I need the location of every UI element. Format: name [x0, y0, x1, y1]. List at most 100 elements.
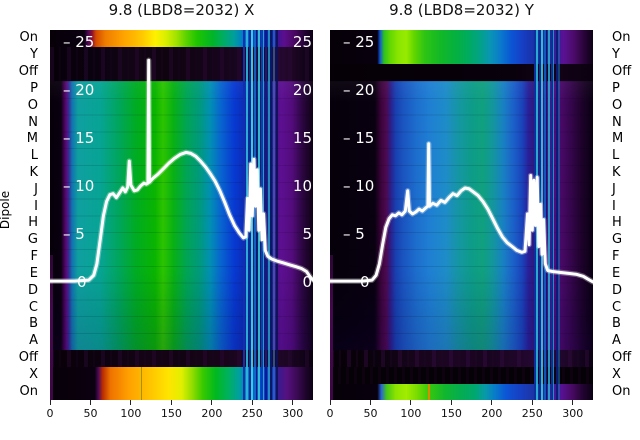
x-tick-mark-300 — [292, 400, 294, 405]
heatmap-left-edge-column — [50, 255, 53, 400]
dropout-stripe-10 — [558, 30, 560, 400]
dropout-stripe-11 — [270, 30, 272, 400]
x-tick-label-250: 250 — [241, 407, 263, 420]
x-tick-label-300: 300 — [282, 407, 304, 420]
value-tick-right-5: 5 — [302, 225, 312, 243]
row-label-right-e-14: E — [612, 265, 621, 281]
x-tick-label-150: 150 — [160, 407, 182, 420]
dropout-stripe-13 — [276, 30, 278, 400]
x-tick-label-50: 50 — [83, 407, 98, 420]
dropout-stripe-6 — [548, 30, 550, 400]
value-tick-left-25: – 25 — [343, 33, 375, 51]
row-label-right-on-21: On — [612, 383, 631, 399]
x-tick-mark-300 — [572, 400, 574, 405]
row-label-left-x-20: X — [29, 366, 38, 382]
heatmap-band-off-dark-top — [330, 63, 593, 81]
row-label-right-y-1: Y — [612, 47, 620, 63]
row-label-left-l-7: L — [30, 148, 38, 164]
row-label-right-n-5: N — [612, 114, 622, 130]
row-label-left-on-21: On — [19, 383, 38, 399]
row-label-left-p-3: P — [30, 80, 38, 96]
row-label-left-f-13: F — [30, 249, 38, 265]
x-tick-mark-100 — [410, 400, 412, 405]
row-label-right-a-18: A — [612, 333, 621, 349]
dropout-stripe-9 — [265, 30, 267, 400]
trace-overlay — [50, 57, 313, 284]
dropout-stripe-5 — [546, 30, 547, 400]
row-label-left-h-11: H — [28, 215, 38, 231]
value-tick-left-5: – 5 — [63, 225, 85, 243]
dropout-stripe-7 — [551, 30, 553, 400]
trace-fuzz — [330, 141, 593, 285]
x-tick-label-100: 100 — [400, 407, 422, 420]
panel-title-y: 9.8 (LBD8=2032) Y — [389, 1, 534, 19]
row-label-right-i-10: I — [612, 198, 616, 214]
heatmap-band-off-dark — [330, 349, 593, 367]
value-tick-right-0: 0 — [302, 273, 312, 291]
x-tick-mark-0 — [329, 400, 331, 405]
x-tick-label-100: 100 — [120, 407, 142, 420]
value-tick-left-10: – 10 — [343, 177, 375, 195]
row-label-right-o-4: O — [612, 97, 623, 113]
dropout-stripe-10 — [268, 30, 270, 400]
row-label-left-g-12: G — [27, 232, 38, 248]
panel-title-x: 9.8 (LBD8=2032) X — [108, 1, 255, 19]
dropout-stripe-12 — [273, 30, 275, 400]
x-tick-label-50: 50 — [363, 407, 378, 420]
value-tick-right-20: 20 — [292, 81, 312, 99]
trace-line — [330, 142, 593, 284]
row-label-left-n-5: N — [28, 114, 38, 130]
row-label-right-g-12: G — [612, 232, 623, 248]
row-label-left-j-9: J — [34, 181, 38, 197]
row-label-right-x-20: X — [612, 366, 621, 382]
x-tick-mark-200 — [211, 400, 213, 405]
value-tick-left-15: – 15 — [63, 129, 95, 147]
row-label-right-k-8: K — [612, 164, 621, 180]
dropout-stripe-4 — [254, 30, 256, 400]
row-label-right-j-9: J — [612, 181, 616, 197]
x-tick-label-0: 0 — [326, 407, 334, 420]
row-label-right-off-19: Off — [612, 349, 632, 365]
value-tick-left-25: – 25 — [63, 33, 95, 51]
row-label-right-off-2: Off — [612, 64, 632, 80]
row-label-left-off-19: Off — [18, 349, 38, 365]
x-tick-mark-100 — [130, 400, 132, 405]
trace-fuzz — [50, 57, 313, 284]
dropout-stripe-5 — [256, 30, 257, 400]
x-tick-mark-250 — [251, 400, 253, 405]
row-label-right-m-6: M — [612, 131, 624, 147]
x-tick-label-200: 200 — [481, 407, 503, 420]
x-tick-mark-250 — [531, 400, 533, 405]
x-tick-mark-0 — [49, 400, 51, 405]
row-label-right-p-3: P — [612, 80, 620, 96]
value-tick-left-15: – 15 — [343, 129, 375, 147]
dropout-stripe-0 — [243, 30, 245, 400]
x-tick-mark-50 — [369, 400, 371, 405]
row-label-left-c-16: C — [28, 299, 38, 315]
row-label-right-b-17: B — [612, 316, 621, 332]
x-tick-mark-200 — [491, 400, 493, 405]
x-tick-label-300: 300 — [562, 407, 584, 420]
heatmap-left-edge-column — [330, 255, 333, 400]
heatmap-band-on-bottom — [330, 383, 593, 400]
x-tick-mark-50 — [89, 400, 91, 405]
heatmap-accent-line — [428, 383, 430, 400]
x-tick-label-250: 250 — [521, 407, 543, 420]
value-tick-right-25: 25 — [292, 33, 312, 51]
row-label-left-m-6: M — [26, 131, 38, 147]
dropout-stripe-9 — [556, 30, 558, 400]
row-label-right-l-7: L — [612, 148, 620, 164]
value-tick-right-15: 15 — [292, 129, 312, 147]
value-tick-left-20: – 20 — [63, 81, 95, 99]
row-label-left-on-0: On — [19, 30, 38, 46]
heatmap-band-x-dark — [330, 366, 593, 384]
row-label-left-k-8: K — [29, 164, 38, 180]
row-label-left-o-4: O — [27, 97, 38, 113]
trace-line — [50, 58, 313, 283]
value-tick-left-5: – 5 — [343, 225, 365, 243]
row-label-right-c-16: C — [612, 299, 622, 315]
row-label-left-b-17: B — [29, 316, 38, 332]
dropout-stripe-8 — [553, 30, 554, 400]
